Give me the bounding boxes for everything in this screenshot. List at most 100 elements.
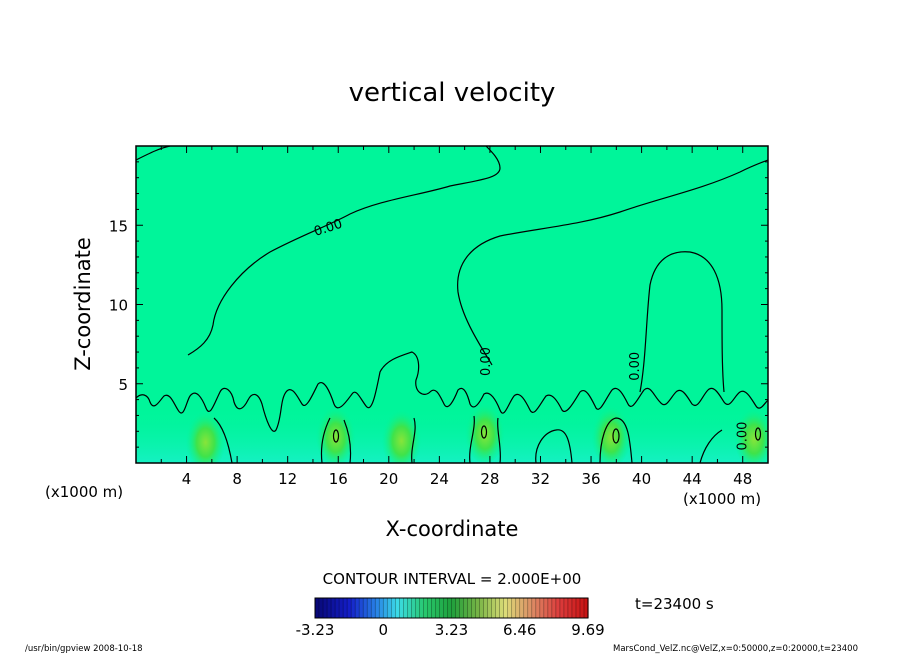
contour-cell (612, 428, 620, 444)
colorbar-cell (527, 598, 533, 618)
colorbar-cell (387, 598, 392, 618)
colorbar-tick-label: 9.69 (571, 621, 604, 639)
x-tick-label: 16 (329, 470, 348, 488)
x-tick-label: 44 (683, 470, 702, 488)
colorbar-cell (575, 598, 581, 618)
contour-interval-label: CONTOUR INTERVAL = 2.000E+00 (323, 570, 582, 588)
contour-cell (480, 425, 488, 439)
colorbar-tick-label: -3.23 (296, 621, 335, 639)
colorbar-cell (555, 598, 561, 618)
colorbar-cell (531, 598, 537, 618)
plot-area: 0.000.00 0.000.00 (136, 146, 768, 463)
contour-line-column (535, 429, 573, 463)
colorbar-cell (439, 598, 445, 618)
colorbar-tick-label: 3.23 (435, 621, 468, 639)
updraft-core (381, 405, 422, 463)
x-tick-label: 4 (182, 470, 192, 488)
x-axis-label: X-coordinate (386, 517, 519, 541)
colorbar-cell (435, 598, 441, 618)
colorbar-cell (523, 598, 529, 618)
colorbar-cell (483, 598, 489, 618)
colorbar-cell (395, 598, 400, 618)
updraft-core (315, 402, 356, 463)
x-tick-label: 12 (278, 470, 297, 488)
colorbar-cell (427, 598, 433, 618)
colorbar-cell (327, 598, 332, 618)
colorbar-cell (547, 598, 553, 618)
colorbar-cell (539, 598, 545, 618)
y-tick-label: 5 (118, 376, 128, 394)
x-tick-label: 28 (480, 470, 499, 488)
colorbar-cell (563, 598, 569, 618)
colorbar-cell (351, 598, 356, 618)
near-surface-band (136, 405, 768, 463)
colorbar-cell (579, 598, 585, 618)
colorbar-tick-label: 0 (378, 621, 388, 639)
colorbar-cell (371, 598, 376, 618)
colorbar-cell (347, 598, 352, 618)
colorbar-cell (419, 598, 424, 618)
updraft-core (185, 407, 226, 463)
contour-line-column (411, 417, 416, 463)
x-tick-label: 20 (379, 470, 398, 488)
colorbar-cell (519, 598, 525, 618)
contour-cell (332, 429, 340, 443)
colorbar-cell (359, 598, 364, 618)
colorbar-cell (339, 598, 344, 618)
colorbar-cell (491, 598, 497, 618)
time-label: t=23400 s (635, 595, 714, 613)
colorbar-cell (451, 598, 457, 618)
colorbar-cell (455, 598, 461, 618)
colorbar (315, 598, 589, 618)
contour-line-column (320, 417, 331, 463)
x-axis-ticks: 4 8 12 16 20 24 28 32 36 40 44 48 (160, 146, 752, 488)
contour-line-dome (639, 251, 725, 393)
chart-title: vertical velocity (349, 78, 556, 108)
x-tick-label: 36 (581, 470, 600, 488)
colorbar-cell (447, 598, 453, 618)
colorbar-cell (535, 598, 541, 618)
colorbar-cell (515, 598, 521, 618)
contour-cell (754, 427, 762, 441)
colorbar-cell (403, 598, 408, 618)
contour-line-column (213, 417, 233, 463)
colorbar-cell (423, 598, 429, 618)
colorbar-cell (375, 598, 380, 618)
footer-left: /usr/bin/gpview 2008-10-18 (25, 644, 143, 654)
contour-line-surface (136, 351, 768, 432)
colorbar-cell (583, 598, 589, 618)
contour-line-column (469, 415, 475, 463)
colorbar-cell (499, 598, 505, 618)
updraft-core (591, 402, 632, 463)
colorbar-cell (411, 598, 416, 618)
colorbar-cell (471, 598, 477, 618)
x-unit-right: (x1000 m) (683, 490, 761, 508)
contour-line-column (599, 417, 633, 463)
y-tick-label: 10 (109, 297, 128, 315)
colorbar-cell (567, 598, 573, 618)
colorbar-cell (319, 598, 324, 618)
contour-line-column (699, 429, 723, 463)
x-tick-label: 8 (232, 470, 242, 488)
updraft-core (464, 399, 505, 463)
colorbar-cell (503, 598, 509, 618)
colorbar-cell (315, 598, 320, 618)
contour-line-column (496, 417, 502, 463)
colorbar-cell (543, 598, 549, 618)
contour-line-left-plume (187, 146, 501, 356)
colorbar-cell (355, 598, 360, 618)
x-unit-left: (x1000 m) (45, 483, 123, 501)
colorbar-cell (479, 598, 485, 618)
x-tick-label: 24 (430, 470, 449, 488)
colorbar-cell (475, 598, 481, 618)
colorbar-cell (323, 598, 328, 618)
colorbar-cell (559, 598, 565, 618)
colorbar-cell (331, 598, 336, 618)
colorbar-cell (367, 598, 372, 618)
colorbar-cell (511, 598, 517, 618)
contour-label: 0.00 (628, 352, 643, 381)
colorbar-cell (391, 598, 396, 618)
colorbar-cell (467, 598, 473, 618)
colorbar-ticks: -3.23 0 3.23 6.46 9.69 (296, 621, 605, 639)
